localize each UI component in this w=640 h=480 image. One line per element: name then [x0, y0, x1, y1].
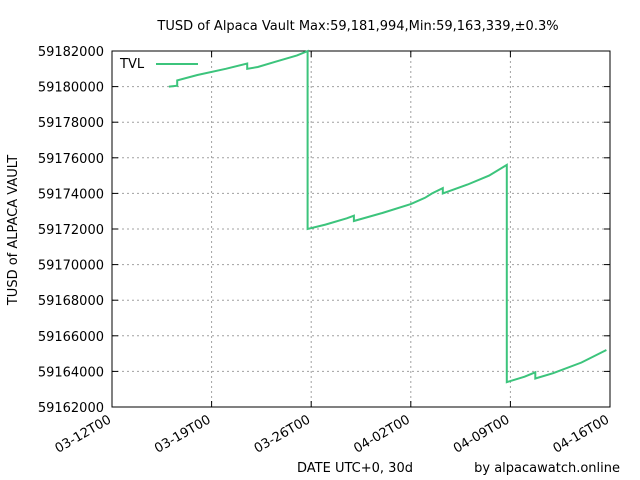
y-tick-label: 59176000	[38, 152, 104, 167]
series-layer	[168, 49, 607, 384]
legend-label-tvl: TVL	[119, 57, 145, 72]
y-tick-label: 59180000	[38, 81, 104, 96]
tick-layer: 59162000 59164000 59166000 59168000 59170000…	[38, 45, 612, 457]
y-tick-label: 59166000	[38, 330, 104, 345]
y-tick-label: 59172000	[38, 223, 104, 238]
y-tick-label: 59162000	[38, 401, 104, 416]
x-tick-label: 04-02T00	[351, 412, 412, 456]
y-tick-label: 59168000	[38, 294, 104, 309]
chart-title: TUSD of Alpaca Vault Max:59,181,994,Min:…	[156, 19, 558, 34]
y-tick-label: 59164000	[38, 365, 104, 380]
y-tick-label: 59174000	[38, 187, 104, 202]
x-tick-label: 03-26T00	[252, 412, 313, 456]
x-tick-label: 03-12T00	[53, 412, 114, 456]
x-tick-label: 03-19T00	[152, 412, 213, 456]
series-line-tvl	[168, 49, 607, 384]
credit-label: by alpacawatch.online	[474, 461, 620, 476]
grid-layer	[112, 51, 610, 407]
y-axis-label: TUSD of ALPACA VAULT	[6, 155, 21, 306]
legend: TVL	[119, 57, 198, 72]
y-tick-label: 59170000	[38, 259, 104, 274]
y-tick-label: 59182000	[38, 45, 104, 60]
x-tick-label: 04-16T00	[551, 412, 612, 456]
plot-frame	[111, 50, 611, 408]
x-tick-label: 04-09T00	[451, 412, 512, 456]
x-axis-label: DATE UTC+0, 30d	[297, 461, 413, 476]
y-tick-label: 59178000	[38, 116, 104, 131]
